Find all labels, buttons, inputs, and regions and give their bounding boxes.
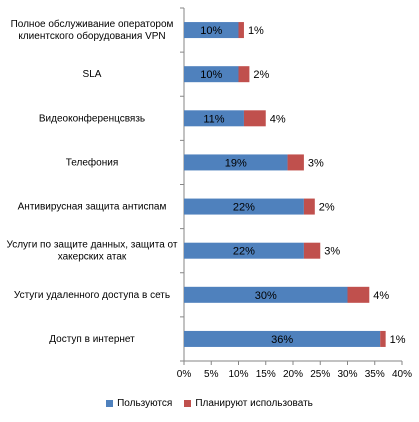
value-label-using: 22%	[233, 246, 255, 258]
bar-using	[184, 66, 239, 83]
bar-using	[184, 154, 288, 171]
bar-using	[184, 22, 239, 39]
bar-using	[184, 330, 381, 347]
category-label: Телефония	[66, 156, 119, 168]
bar-using	[184, 286, 348, 303]
x-tick-label: 40%	[392, 369, 412, 380]
bar-using	[184, 110, 244, 127]
category-label: Устуги удаленного доступа в сеть	[14, 290, 170, 301]
legend-label-using: Пользуются	[117, 398, 173, 409]
x-tick-label: 30%	[337, 369, 357, 380]
bar-planning	[303, 198, 315, 215]
chart-legend: Пользуются Планируют использовать	[0, 398, 419, 409]
value-label-planning: 4%	[270, 113, 286, 125]
category-label: Полное обслуживание оператором клиентског…	[11, 18, 174, 42]
bar-planning	[287, 154, 304, 171]
value-label-planning: 2%	[319, 202, 335, 214]
stacked-bar-chart: 0% 5% 10% 15% 20% 25% 30% 35% 40% Полное обслужив…	[7, 7, 412, 380]
legend-item-planning: Планируют использовать	[184, 398, 313, 409]
value-label-planning: 1%	[390, 334, 406, 346]
x-tick-label: 25%	[310, 369, 330, 380]
bar-planning	[238, 22, 244, 39]
category-label: Услуги по защите данных, защита от хакерс…	[7, 240, 178, 263]
x-tick-label: 0%	[177, 369, 192, 380]
x-tick-label: 10%	[228, 369, 248, 380]
category-label: Видеоконференцсвязь	[39, 112, 145, 124]
bar-planning	[243, 110, 266, 127]
value-label-planning: 2%	[253, 69, 269, 81]
value-label-planning: 1%	[248, 25, 264, 37]
value-label-using: 10%	[200, 69, 222, 81]
legend-swatch-planning	[184, 400, 192, 407]
bar-planning	[238, 66, 250, 83]
category-label: Антивирусная защита антиспам	[18, 202, 167, 213]
value-label-using: 19%	[225, 157, 247, 169]
legend-item-using: Пользуются	[106, 398, 172, 409]
x-tick-label: 5%	[204, 369, 219, 380]
category-label: Доступ в интернет	[49, 334, 135, 345]
bar-planning	[380, 330, 386, 347]
bar-planning	[303, 242, 321, 259]
x-tick-label: 35%	[365, 369, 385, 380]
value-label-using: 36%	[271, 334, 293, 346]
value-label-using: 30%	[255, 290, 277, 302]
value-label-planning: 3%	[308, 157, 324, 169]
value-label-planning: 3%	[324, 246, 340, 258]
legend-label-planning: Планируют использовать	[195, 398, 313, 409]
value-label-using: 11%	[203, 113, 224, 125]
value-label-using: 10%	[200, 25, 222, 37]
bar-planning	[347, 286, 370, 303]
bar-using	[184, 242, 304, 259]
legend-swatch-using	[106, 400, 114, 407]
category-label: SLA	[83, 69, 102, 80]
value-label-using: 22%	[233, 202, 255, 214]
value-label-planning: 4%	[373, 290, 389, 302]
bar-using	[184, 198, 304, 215]
x-tick-label: 15%	[256, 369, 276, 380]
x-tick-label: 20%	[283, 369, 303, 380]
